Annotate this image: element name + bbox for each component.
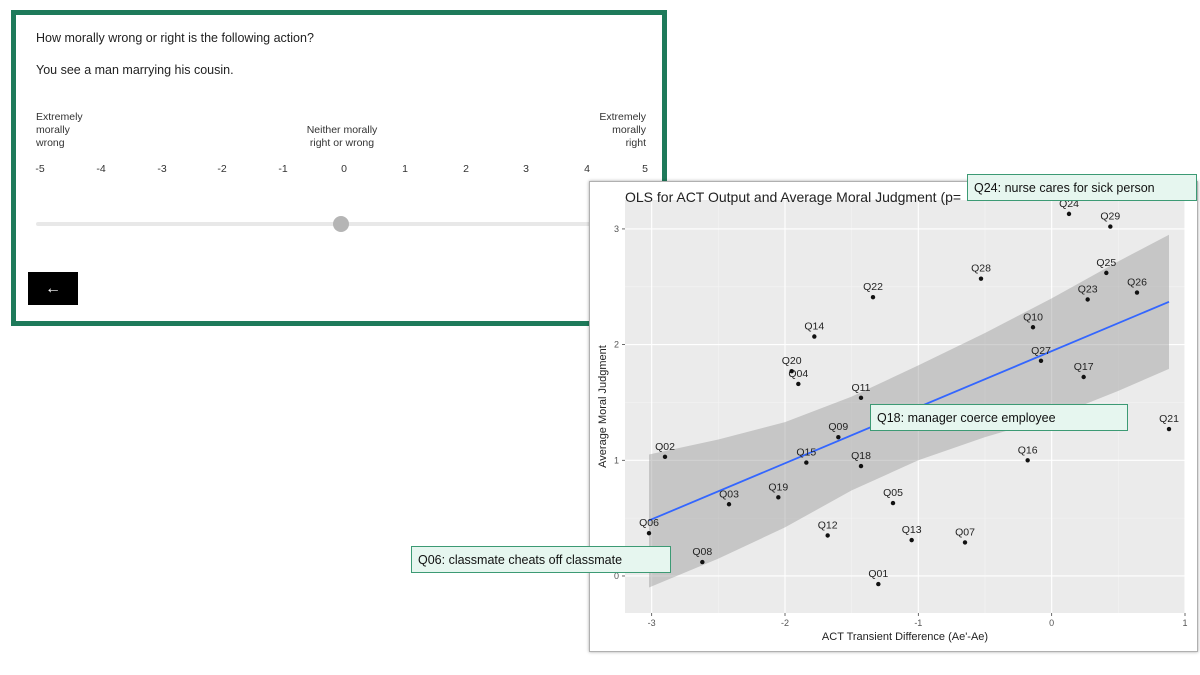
scale-tick: -1 [278,163,288,175]
point-q29 [1108,224,1113,229]
point-label-q21: Q21 [1159,413,1179,425]
scale-tick: -3 [157,163,167,175]
point-label-q11: Q11 [851,382,870,394]
point-q22 [870,294,876,300]
point-q11 [858,395,864,401]
point-label-q10: Q10 [1023,311,1043,323]
point-label-q09: Q09 [828,421,848,433]
back-button[interactable]: ← [28,272,78,305]
point-q19 [776,495,781,500]
point-q17 [1081,374,1086,380]
point-label-q23: Q23 [1078,283,1098,295]
point-q02 [662,454,668,460]
x-tick-label: -3 [648,618,656,628]
point-q23 [1085,297,1090,302]
point-label-q17: Q17 [1074,361,1094,373]
anchor-left-line: wrong [36,137,65,149]
y-tick-label: 0 [614,571,619,581]
point-q07 [962,540,968,545]
x-tick-label: -2 [781,618,789,628]
y-tick-label: 2 [614,340,619,350]
point-label-q29: Q29 [1100,211,1120,223]
point-q04 [796,381,801,387]
point-label-q26: Q26 [1127,277,1147,289]
scale-tick: 4 [584,163,590,175]
point-label-q22: Q22 [863,281,883,293]
scale-tick: 1 [402,163,408,175]
point-q09 [836,434,841,440]
point-q13 [909,537,914,543]
point-q06 [646,530,652,536]
point-q12 [825,533,830,538]
scale-tick: 5 [642,163,648,175]
callout-q18: Q18: manager coerce employee [870,404,1128,431]
anchor-left-line: Extremely [36,111,83,123]
callout-q24: Q24: nurse cares for sick person [967,174,1197,201]
callout-q06: Q06: classmate cheats off classmate [411,546,671,573]
scale-tick: -2 [217,163,227,175]
point-q26 [1134,290,1140,295]
anchor-right-line: Extremely [599,111,646,123]
point-label-q06: Q06 [639,517,659,529]
point-q16 [1025,458,1030,463]
point-label-q07: Q07 [955,526,975,538]
question-prompt: How morally wrong or right is the follow… [36,31,314,45]
point-q18 [858,463,864,469]
ols-chart-panel: Q01 Q02 Q03 Q04 Q05 Q06 Q07 Q08 Q09 Q10 Q11 Q12 Q13 Q… [589,181,1198,652]
slider-thumb[interactable] [333,216,349,232]
point-label-q03: Q03 [719,488,739,500]
point-q21 [1166,426,1172,432]
point-label-q14: Q14 [804,321,824,333]
point-q08 [700,559,705,565]
anchor-left-line: morally [36,124,70,136]
point-q10 [1030,325,1036,330]
point-q27 [1038,358,1044,364]
point-q28 [978,276,984,281]
scale-tick: -5 [35,163,45,175]
scale-tick: 0 [341,163,347,175]
anchor-extremely-right: Extremely morally right [576,111,646,150]
y-tick-label: 3 [614,224,619,234]
anchor-mid-line: Neither morally [306,124,378,136]
scale-tick: -4 [96,163,106,175]
point-q05 [890,500,896,506]
x-tick-label: 1 [1182,618,1187,628]
anchor-neither: Neither morally right or wrong [282,124,402,150]
point-label-q19: Q19 [768,481,788,493]
point-label-q15: Q15 [796,447,816,459]
x-tick-label: -1 [914,618,922,628]
point-q03 [726,502,732,507]
x-axis-label: ACT Transient Difference (Ae'-Ae) [822,631,988,643]
point-q01 [876,581,881,587]
point-q24 [1066,211,1072,217]
chart-title: OLS for ACT Output and Average Moral Jud… [625,189,962,205]
point-label-q27: Q27 [1031,345,1051,357]
survey-panel: How morally wrong or right is the follow… [11,10,667,326]
anchor-right-line: right [625,137,646,149]
point-label-q18: Q18 [851,450,871,462]
point-label-q13: Q13 [902,524,922,536]
point-q14 [812,334,817,339]
x-tick-label: 0 [1049,618,1054,628]
point-label-q28: Q28 [971,263,991,275]
point-label-q12: Q12 [818,519,838,531]
anchor-extremely-wrong: Extremely morally wrong [36,111,83,150]
point-q25 [1104,270,1109,276]
point-label-q01: Q01 [868,568,888,580]
point-label-q05: Q05 [883,487,903,499]
scale-tick: 3 [523,163,529,175]
point-label-q02: Q02 [655,441,675,453]
action-description: You see a man marrying his cousin. [36,63,234,77]
point-label-q08: Q08 [692,546,712,558]
point-label-q25: Q25 [1096,257,1116,269]
point-label-q20: Q20 [782,355,802,367]
point-q20 [789,369,794,374]
point-q15 [804,460,809,465]
anchor-mid-line: right or wrong [309,137,375,149]
scale-tick: 2 [463,163,469,175]
anchor-right-line: morally [612,124,646,136]
point-label-q16: Q16 [1018,444,1038,456]
y-tick-label: 1 [614,455,619,465]
y-axis-label: Average Moral Judgment [597,345,609,468]
